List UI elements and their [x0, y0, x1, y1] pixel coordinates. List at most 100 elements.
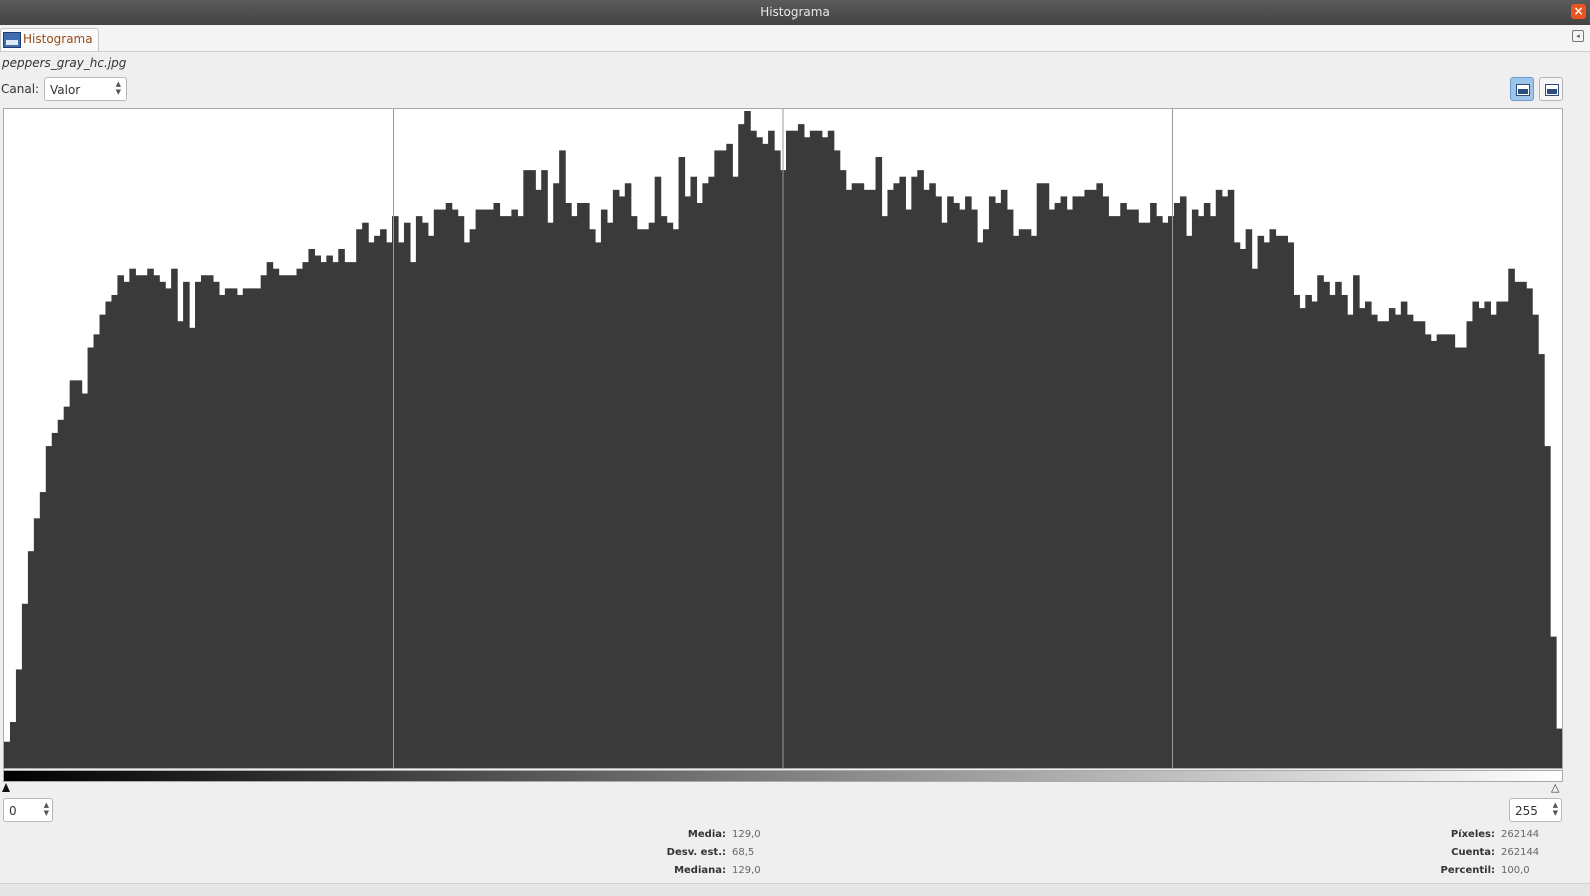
histogram-bar [630, 216, 638, 768]
histogram-bar [1359, 308, 1366, 768]
low-range-handle[interactable] [2, 783, 10, 792]
histogram-bar [1042, 183, 1050, 768]
spin-arrows-icon: ▲ ▼ [1552, 801, 1558, 817]
high-range-handle[interactable]: △ [1551, 781, 1560, 794]
histogram-bar [589, 229, 596, 768]
histogram-bar [433, 209, 441, 768]
histogram-bar [583, 202, 590, 768]
histogram-bar [117, 275, 124, 768]
histogram-bar [1191, 209, 1199, 768]
histogram-bar [1072, 196, 1080, 768]
histogram-bar [4, 741, 11, 768]
histogram-bar [1144, 222, 1151, 768]
histogram-bar [1323, 281, 1330, 768]
histogram-bar [236, 294, 244, 768]
histogram-bar [87, 347, 95, 768]
range-high-value: 255 [1515, 804, 1538, 818]
histogram-bar [308, 248, 316, 768]
histogram-svg [4, 109, 1562, 768]
histogram-bar [189, 327, 196, 768]
histogram-bar [1412, 321, 1420, 768]
stat-row: Media: 129,0 [640, 826, 761, 844]
histogram-bar [451, 209, 459, 768]
tab-histogram[interactable]: Histograma [0, 28, 99, 51]
histogram-bar [33, 518, 41, 768]
histogram-bar [1245, 229, 1253, 768]
histogram-bar [1466, 321, 1474, 768]
histogram-bar [165, 288, 172, 768]
histogram-bar [15, 669, 23, 768]
histogram-bar [218, 294, 226, 768]
range-low-value: 0 [9, 804, 17, 818]
linear-histogram-button[interactable] [1510, 77, 1534, 101]
histogram-bar [177, 321, 184, 768]
histogram-bar [195, 281, 202, 768]
histogram-bar [1448, 334, 1456, 768]
histogram-bar [1376, 321, 1384, 768]
histogram-bar [1353, 275, 1360, 768]
histogram-bar [618, 196, 626, 768]
histogram-bar [1060, 196, 1068, 768]
histogram-bar [684, 196, 692, 768]
log-histogram-button[interactable] [1539, 77, 1563, 101]
tab-menu-icon[interactable]: ◂ [1572, 30, 1584, 42]
histogram-bar [1305, 294, 1312, 768]
range-low-input[interactable]: 0 ▲ ▼ [3, 798, 53, 822]
close-icon[interactable]: × [1571, 4, 1586, 19]
histogram-bar [27, 551, 35, 768]
histogram-bar [415, 216, 423, 768]
histogram-bar [1478, 308, 1485, 768]
histogram-bar [911, 176, 918, 768]
histogram-bar [1496, 301, 1503, 768]
histogram-bar [1233, 242, 1241, 768]
histogram-bar [535, 189, 542, 768]
histogram-bar [929, 183, 936, 768]
histogram-bar [45, 446, 53, 768]
histogram-bar [224, 288, 232, 768]
histogram-bar [362, 222, 369, 768]
histogram-bar [1550, 636, 1557, 768]
histogram-bar [1096, 183, 1103, 768]
histogram-bar [690, 176, 698, 768]
tab-bar: Histograma ◂ [0, 25, 1590, 52]
histogram-bar [935, 196, 942, 768]
histogram-bar [499, 216, 507, 768]
histogram-bar [457, 216, 465, 768]
histogram-bar [565, 202, 572, 768]
histogram-bar [397, 242, 405, 768]
histogram-bar [672, 229, 680, 768]
channel-select[interactable]: Valor ▲ ▼ [44, 77, 127, 101]
histogram-bar [1430, 340, 1438, 768]
histogram-bar [266, 262, 274, 768]
histogram-bar [1365, 301, 1372, 768]
histogram-bar [762, 143, 769, 768]
histogram-bar [887, 189, 895, 768]
title-grip-icon[interactable]: ⌄ [790, 13, 797, 22]
histogram-bar [153, 275, 160, 768]
histogram-bar [1436, 334, 1444, 768]
histogram-plot[interactable] [3, 108, 1563, 769]
histogram-bar [57, 419, 65, 768]
histogram-bar [660, 216, 668, 768]
histogram-bar [141, 275, 148, 768]
histogram-bar [1293, 294, 1300, 768]
histogram-bar [39, 492, 47, 768]
histogram-bar [1406, 314, 1414, 768]
histogram-bar [1394, 314, 1402, 768]
histogram-bar [893, 183, 900, 768]
stat-value: 262144 [1501, 847, 1540, 858]
histogram-bar [129, 268, 136, 768]
histogram-bar [147, 268, 154, 768]
select-arrows-icon: ▲ ▼ [115, 80, 121, 96]
histogram-bar [21, 603, 29, 768]
histogram-bar [368, 242, 375, 768]
linear-histogram-icon [1516, 84, 1530, 96]
histogram-bar [857, 183, 865, 768]
histogram-bar [1054, 202, 1062, 768]
histogram-bar [547, 222, 554, 768]
histogram-bar [1132, 209, 1139, 768]
histogram-bar [135, 275, 142, 768]
histogram-bar [827, 130, 835, 768]
histogram-bar [600, 209, 608, 768]
range-high-input[interactable]: 255 ▲ ▼ [1509, 798, 1562, 822]
